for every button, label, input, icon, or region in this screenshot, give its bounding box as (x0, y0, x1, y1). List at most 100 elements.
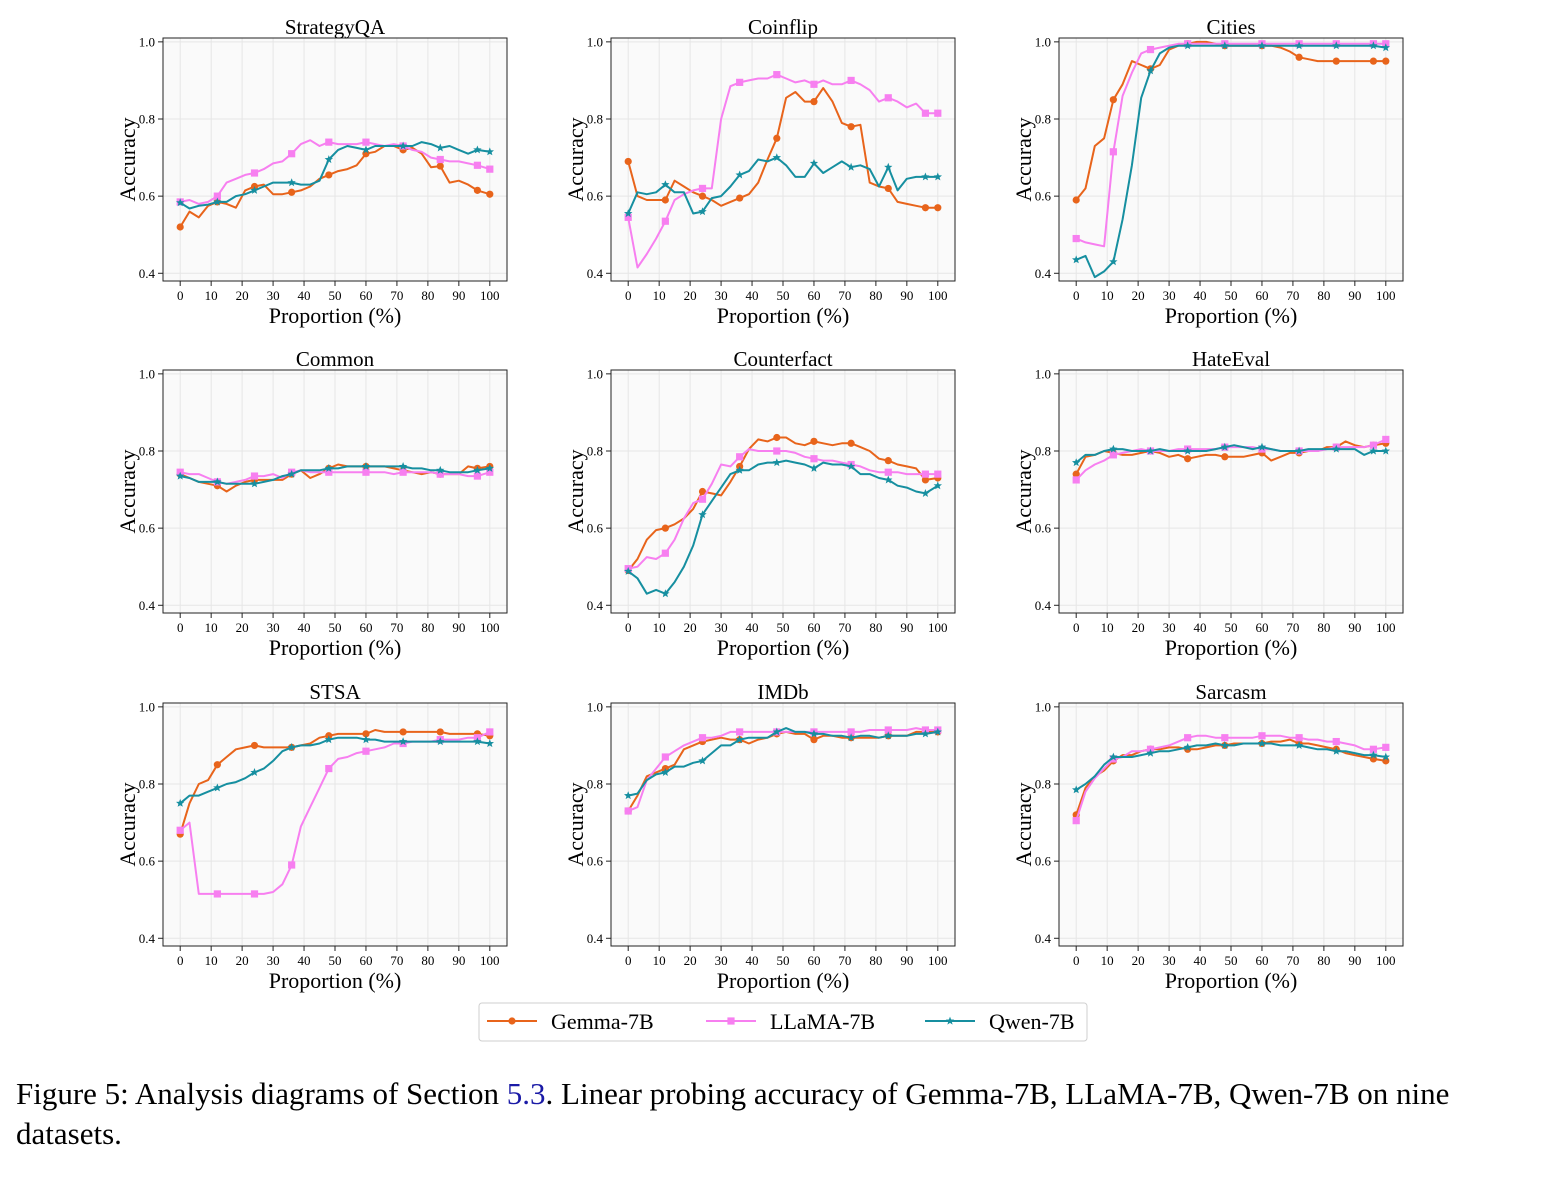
chart-sarcasm: 0 10 20 30 40 50 60 70 80 90 100 0.4 0.6 0.8 1.0 Sarcas… (1011, 680, 1404, 993)
x-tick-label: 40 (1194, 620, 1207, 635)
y-tick-label: 0.4 (587, 931, 604, 946)
data-point (1382, 743, 1390, 751)
figure: 0 10 20 30 40 50 60 70 80 90 1000.40.60.81.0Strate… (115, 15, 1404, 1042)
y-tick-label: 1.0 (587, 699, 603, 714)
x-tick-label: 0 (625, 288, 632, 303)
data-point (1184, 734, 1192, 742)
x-tick-label: 90 (900, 953, 913, 968)
data-point (1382, 435, 1390, 444)
x-tick-label: 50 (777, 288, 790, 303)
data-point (735, 170, 744, 179)
x-tick-label: 0 (177, 620, 184, 635)
x-tick-label: 0 (625, 620, 632, 635)
data-point (1220, 442, 1229, 451)
data-point (399, 468, 407, 476)
caption-section-link[interactable]: 5.3 (506, 1076, 546, 1111)
x-tick-label: 80 (1317, 620, 1330, 635)
data-point (736, 453, 744, 461)
data-point (1146, 45, 1155, 54)
data-point (398, 141, 408, 150)
y-axis-label: Accuracy (115, 117, 140, 201)
x-tick-label: 40 (298, 953, 311, 968)
y-tick-label: 0.8 (1035, 777, 1051, 792)
data-point (1294, 41, 1304, 50)
x-axis-label: Proportion (%) (717, 303, 850, 328)
data-point (361, 735, 371, 744)
series-qwen-7b (1072, 442, 1390, 467)
data-point (213, 890, 221, 898)
x-tick-label: 30 (1163, 288, 1176, 303)
x-tick-label: 50 (1225, 288, 1238, 303)
data-point (661, 196, 669, 204)
x-tick-label: 10 (1101, 620, 1114, 635)
series-line (179, 729, 490, 835)
y-tick-label: 0.6 (139, 521, 156, 536)
data-point (624, 213, 632, 221)
legend-label: Gemma-7B (551, 1009, 654, 1034)
data-point (1109, 257, 1118, 266)
data-point (1369, 441, 1378, 449)
data-point (934, 470, 942, 478)
data-point (1109, 451, 1117, 459)
legend-item-llama-7b: LLaMA-7B (706, 1009, 875, 1034)
x-tick-label: 60 (807, 288, 820, 303)
data-point (934, 204, 942, 212)
y-tick-label: 0.8 (139, 112, 155, 127)
series-llama-7b (624, 71, 942, 269)
data-point (698, 207, 707, 216)
y-tick-label: 0.8 (1035, 444, 1051, 459)
series-line (627, 73, 938, 269)
x-tick-label: 90 (1348, 288, 1361, 303)
data-point (486, 165, 494, 173)
x-tick-label: 0 (1073, 288, 1080, 303)
x-tick-label: 0 (177, 288, 184, 303)
chart-hateeval: 0 10 20 30 40 50 60 70 80 90 100 0.4 0.6 0.8 1.0 HateEv… (1011, 347, 1404, 660)
legend-item-gemma-7b: Gemma-7B (487, 1009, 654, 1034)
data-point (847, 728, 855, 736)
data-point (698, 192, 707, 200)
data-point (436, 155, 444, 164)
y-tick-label: 1.0 (139, 366, 155, 381)
x-tick-label: 80 (869, 288, 882, 303)
x-tick-label: 100 (1376, 953, 1396, 968)
x-tick-label: 30 (267, 288, 280, 303)
data-point (213, 192, 221, 200)
x-tick-label: 60 (359, 620, 372, 635)
data-point (1072, 817, 1080, 825)
x-tick-label: 100 (928, 953, 948, 968)
y-tick-label: 0.4 (139, 931, 156, 946)
series-line (627, 436, 938, 572)
data-point (810, 98, 818, 106)
x-tick-label: 20 (236, 953, 249, 968)
data-point (1183, 41, 1192, 50)
data-point (735, 465, 744, 474)
x-tick-label: 40 (298, 288, 311, 303)
x-tick-label: 70 (838, 288, 851, 303)
y-tick-label: 0.6 (1035, 521, 1052, 536)
data-point (624, 209, 633, 218)
x-tick-label: 10 (653, 288, 666, 303)
data-point (250, 479, 259, 488)
data-point (809, 159, 819, 167)
x-tick-label: 30 (267, 953, 280, 968)
y-tick-label: 0.8 (587, 777, 603, 792)
data-point (1381, 43, 1390, 52)
x-tick-label: 100 (1376, 288, 1396, 303)
x-tick-label: 40 (1194, 288, 1207, 303)
data-point (213, 477, 222, 486)
data-point (1258, 732, 1266, 740)
data-point (436, 728, 444, 736)
x-tick-label: 70 (390, 620, 403, 635)
data-point (1146, 66, 1155, 75)
x-tick-label: 100 (928, 620, 948, 635)
series-gemma-7b (624, 433, 942, 575)
y-tick-label: 0.4 (587, 266, 604, 281)
x-tick-label: 50 (329, 620, 342, 635)
x-axis-label: Proportion (%) (717, 968, 850, 993)
data-point (624, 157, 632, 166)
x-axis-label: Proportion (%) (717, 635, 850, 660)
data-point (735, 735, 744, 744)
x-tick-label: 70 (1286, 288, 1299, 303)
data-point (1221, 453, 1229, 461)
x-tick-label: 40 (746, 953, 759, 968)
